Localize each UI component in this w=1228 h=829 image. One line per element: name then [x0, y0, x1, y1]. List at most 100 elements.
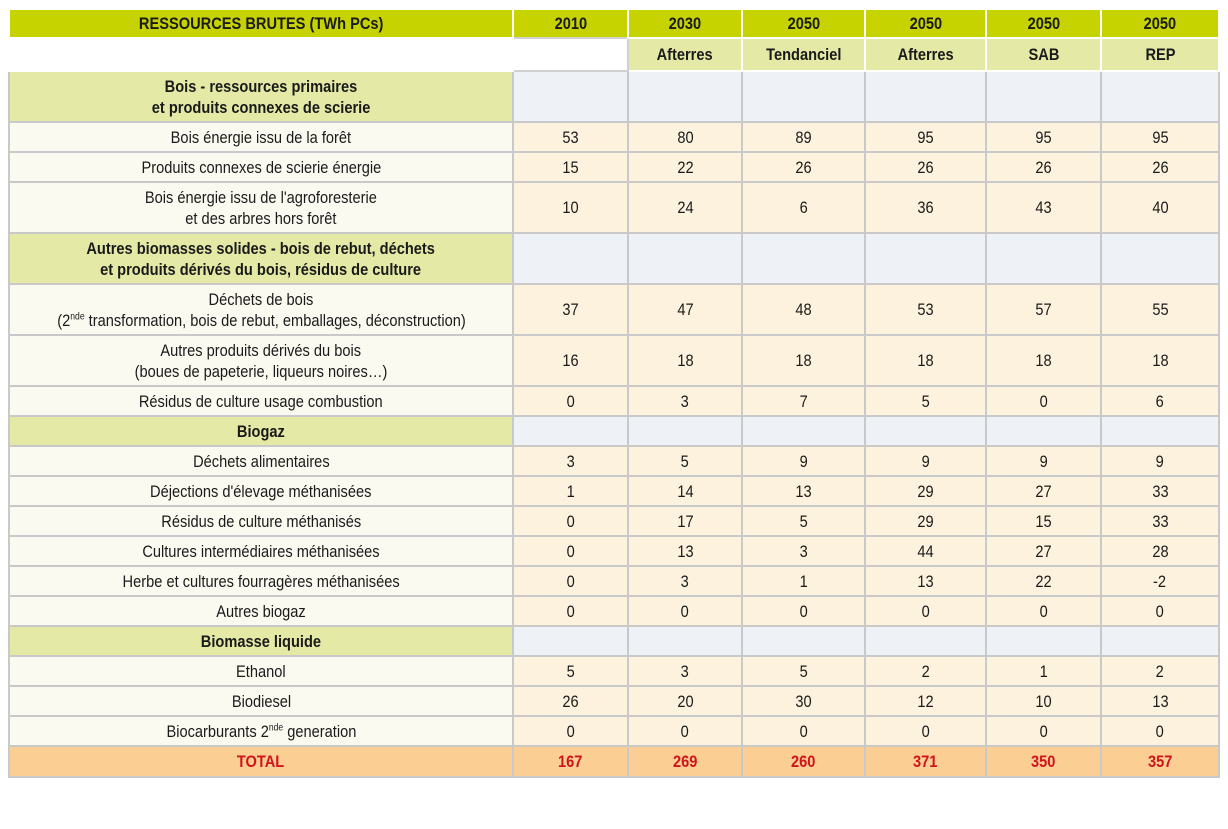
value-cell — [741, 625, 866, 657]
value-cell: 9 — [985, 445, 1102, 477]
label-text: (2 — [56, 310, 70, 330]
section-row: Biogaz — [8, 415, 1220, 447]
table-row: Bois énergie issu de la forêt 53 80 89 95 95 9… — [8, 121, 1220, 153]
table-row: Produits connexes de scierie énergie 15 22… — [8, 151, 1220, 183]
table-row: Autres produits dérivés du bois (boues de… — [8, 334, 1220, 387]
value-cell: 5 — [864, 385, 987, 417]
value-text: 0 — [566, 391, 575, 411]
value-text: 9 — [799, 451, 808, 471]
label-text: Biodiesel — [231, 691, 291, 711]
value-text: 12 — [917, 691, 934, 711]
value-cell: 0 — [741, 595, 866, 627]
year-text: 2050 — [787, 14, 820, 33]
value-text: 33 — [1151, 481, 1169, 501]
value-cell: 357 — [1100, 745, 1220, 778]
row-label: Herbe et cultures fourragères méthanisée… — [8, 565, 514, 597]
value-cell: 0 — [627, 715, 743, 747]
value-cell: 53 — [512, 121, 629, 153]
value-text: 26 — [562, 691, 579, 711]
value-cell: 13 — [864, 565, 987, 597]
label-text: Résidus de culture méthanisés — [161, 511, 361, 531]
value-text: 357 — [1147, 752, 1173, 771]
value-cell: 18 — [985, 334, 1102, 387]
value-cell: 80 — [627, 121, 743, 153]
value-text: 95 — [1035, 127, 1052, 147]
row-label: Autres biomasses solides - bois de rebut… — [8, 232, 514, 285]
value-cell: 1 — [741, 565, 866, 597]
value-cell: 57 — [985, 283, 1102, 336]
value-cell — [864, 625, 987, 657]
year-text: 2050 — [1143, 14, 1177, 33]
value-text: 3 — [799, 541, 808, 561]
value-cell: 89 — [741, 121, 866, 153]
value-text: 40 — [1151, 198, 1169, 217]
label-text: Autres produits dérivés du bois — [160, 340, 362, 360]
value-cell: 15 — [512, 151, 629, 183]
value-text: 13 — [795, 481, 812, 501]
label-text: Déjections d'élevage méthanisées — [150, 481, 372, 501]
value-cell: 15 — [985, 505, 1102, 537]
value-cell: 0 — [627, 595, 743, 627]
value-text: 36 — [917, 198, 934, 217]
value-cell: 1 — [985, 655, 1102, 687]
value-cell: 26 — [512, 685, 629, 717]
value-cell: -2 — [1100, 565, 1220, 597]
table-row: Ethanol 5 3 5 2 1 2 — [8, 655, 1220, 687]
table-row: Autres biogaz 0 0 0 0 0 0 — [8, 595, 1220, 627]
year-text: 2010 — [554, 14, 587, 33]
value-text: 14 — [676, 481, 694, 501]
value-cell: 95 — [1100, 121, 1220, 153]
value-cell — [627, 232, 743, 285]
value-cell: 9 — [864, 445, 987, 477]
value-cell: 0 — [512, 385, 629, 417]
value-cell: 18 — [864, 334, 987, 387]
value-cell: 13 — [627, 535, 743, 567]
value-text: 7 — [799, 391, 808, 411]
value-cell — [627, 415, 743, 447]
scenario-header-3: Afterres — [864, 37, 987, 72]
table-title-text: RESSOURCES BRUTES (TWh PCs) — [138, 14, 384, 33]
value-cell: 5 — [741, 505, 866, 537]
row-label: Biocarburants 2nde generation — [8, 715, 514, 747]
table-row: Bois énergie issu de l'agroforesterie et … — [8, 181, 1220, 234]
value-text: 0 — [1155, 601, 1165, 621]
value-text: 2 — [1155, 661, 1165, 681]
value-cell: 0 — [512, 565, 629, 597]
value-text: 0 — [1155, 721, 1165, 741]
value-cell: 2 — [864, 655, 987, 687]
value-cell: 1 — [512, 475, 629, 507]
header-row-scenarios: Afterres Tendanciel Afterres SAB REP — [8, 37, 1220, 72]
value-cell — [864, 232, 987, 285]
value-cell — [985, 415, 1102, 447]
row-label: Biodiesel — [8, 685, 514, 717]
value-text: 1 — [799, 571, 808, 591]
header-row-years: RESSOURCES BRUTES (TWh PCs) 2010 2030 2050… — [8, 8, 1220, 38]
value-text: 3 — [680, 391, 690, 411]
value-text: 9 — [1039, 451, 1048, 471]
value-cell: 269 — [627, 745, 743, 778]
row-label: Déjections d'élevage méthanisées — [8, 475, 514, 507]
value-text: 48 — [795, 300, 812, 319]
value-text: 22 — [676, 157, 694, 177]
value-text: 5 — [680, 451, 690, 471]
row-label: Cultures intermédiaires méthanisées — [8, 535, 514, 567]
value-text: 5 — [799, 661, 808, 681]
value-text: 13 — [676, 541, 694, 561]
value-text: 27 — [1035, 541, 1052, 561]
scenario-text: Afterres — [897, 45, 954, 64]
value-cell: 0 — [512, 595, 629, 627]
value-cell: 18 — [741, 334, 866, 387]
value-cell: 5 — [627, 445, 743, 477]
value-text: 29 — [917, 511, 934, 531]
value-text: 24 — [676, 198, 694, 217]
value-text: 18 — [676, 351, 694, 370]
value-cell: 17 — [627, 505, 743, 537]
value-text: 18 — [1035, 351, 1052, 370]
scenario-text: Afterres — [656, 45, 714, 64]
value-cell: 0 — [741, 715, 866, 747]
scenario-header-0 — [512, 37, 629, 72]
label-text: TOTAL — [237, 752, 285, 771]
value-cell: 22 — [627, 151, 743, 183]
value-cell: 3 — [627, 655, 743, 687]
value-cell: 0 — [864, 595, 987, 627]
